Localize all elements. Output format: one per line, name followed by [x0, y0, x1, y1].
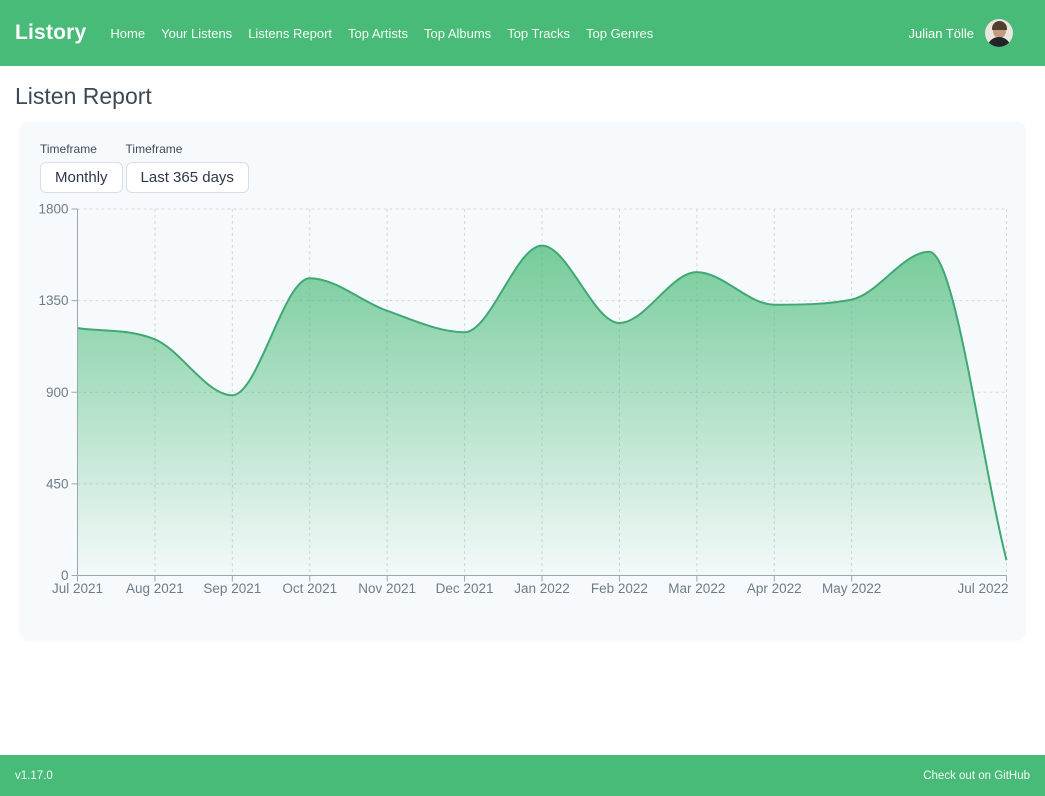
brand-logo[interactable]: Listory [15, 21, 87, 44]
page-title: Listen Report [15, 83, 152, 109]
svg-text:Aug 2021: Aug 2021 [126, 581, 184, 596]
main-nav: Home Your Listens Listens Report Top Art… [102, 26, 661, 41]
avatar-torso [987, 37, 1011, 47]
svg-text:Sep 2021: Sep 2021 [203, 581, 261, 596]
nav-item-listens-report[interactable]: Listens Report [248, 25, 333, 41]
svg-text:Apr 2022: Apr 2022 [747, 581, 802, 596]
navbar: Listory Home Your Listens Listens Report… [0, 0, 1045, 66]
main-content: Listen Report Timeframe Monthly Timefram… [0, 83, 1045, 639]
report-card: Timeframe Monthly Timeframe Last 365 day… [20, 122, 1025, 639]
svg-text:Oct 2021: Oct 2021 [282, 581, 337, 596]
footer: v1.17.0 Check out on GitHub [0, 755, 1045, 796]
svg-text:1350: 1350 [38, 293, 68, 308]
timeframe-range-group: Timeframe Last 365 days [125, 142, 249, 193]
svg-text:Feb 2022: Feb 2022 [591, 581, 648, 596]
svg-text:Jul 2021: Jul 2021 [52, 581, 103, 596]
timeframe-type-label: Timeframe [40, 142, 97, 156]
app-version: v1.17.0 [15, 769, 53, 782]
nav-item-top-genres[interactable]: Top Genres [586, 25, 654, 41]
svg-text:Dec 2021: Dec 2021 [436, 581, 494, 596]
user-avatar[interactable] [985, 19, 1013, 47]
nav-item-top-artists[interactable]: Top Artists [348, 25, 408, 41]
timeframe-type-select[interactable]: Monthly [40, 162, 123, 193]
svg-text:Jul 2022: Jul 2022 [957, 581, 1008, 596]
nav-item-home[interactable]: Home [110, 25, 146, 41]
github-link[interactable]: Check out on GitHub [923, 769, 1030, 782]
svg-text:450: 450 [46, 476, 69, 491]
user-name: Julian Tölle [908, 25, 974, 41]
svg-text:May 2022: May 2022 [822, 581, 881, 596]
timeframe-type-group: Timeframe Monthly [40, 142, 123, 193]
timeframe-range-select[interactable]: Last 365 days [125, 162, 249, 193]
svg-text:0: 0 [61, 568, 69, 583]
listens-area-chart: 0 450 900 1350 1800 Jul 2021 Aug 2021 Sep 2021 O… [38, 202, 1008, 597]
svg-text:1800: 1800 [38, 204, 68, 217]
svg-text:Mar 2022: Mar 2022 [668, 581, 725, 596]
nav-user-section: Julian Tölle [908, 19, 1045, 47]
nav-item-top-tracks[interactable]: Top Tracks [507, 25, 571, 41]
chart-container: 0 450 900 1350 1800 Jul 2021 Aug 2021 Sep 2021 O… [20, 202, 1025, 626]
svg-text:Jan 2022: Jan 2022 [514, 581, 570, 596]
svg-text:Nov 2021: Nov 2021 [358, 581, 416, 596]
timeframe-controls: Timeframe Monthly Timeframe Last 365 day… [20, 122, 1025, 193]
timeframe-range-label: Timeframe [125, 142, 183, 156]
nav-item-top-albums[interactable]: Top Albums [423, 25, 492, 41]
nav-item-your-listens[interactable]: Your Listens [161, 25, 233, 41]
svg-text:900: 900 [46, 385, 69, 400]
avatar-hair [991, 21, 1007, 30]
